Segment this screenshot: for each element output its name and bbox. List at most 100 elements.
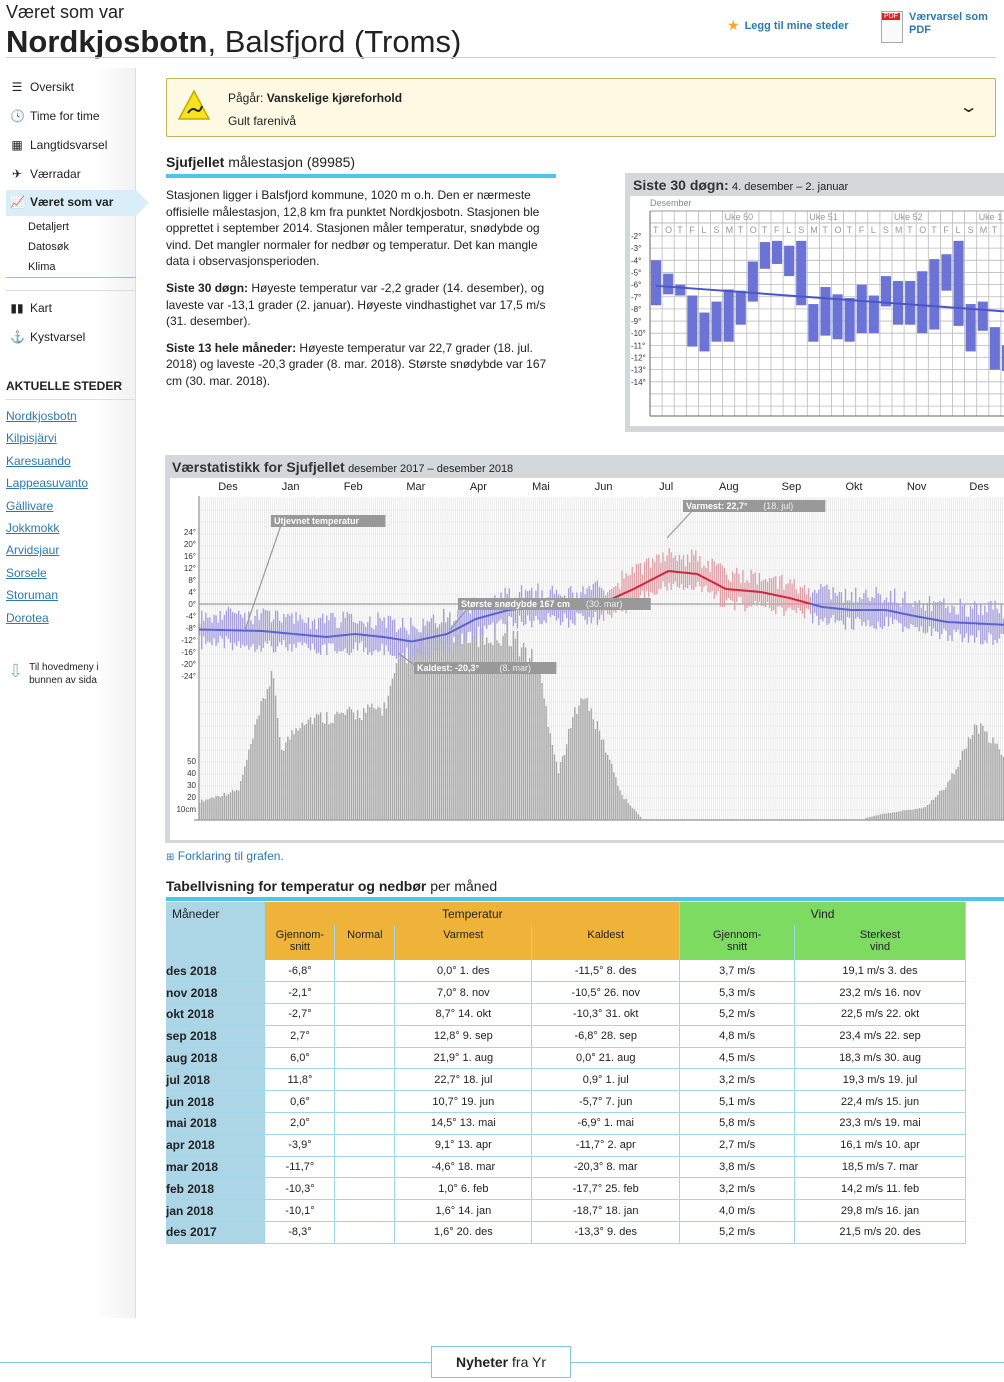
nav-datosok[interactable]: Datosøk: [28, 241, 69, 253]
snow-depth-bar: [867, 817, 869, 820]
snow-depth-bar: [922, 807, 925, 820]
week-label: Uke 51: [809, 212, 838, 222]
smoothed-temperature-line: [479, 616, 483, 619]
table-cell: -10,3°: [264, 1177, 336, 1200]
place-link[interactable]: Lappeasuvanto: [6, 476, 89, 491]
month-label: Mai: [532, 481, 550, 493]
table-cell: [334, 981, 396, 1004]
smoothed-temperature-line: [661, 572, 665, 576]
add-favorite-label: Legg til mine steder: [744, 19, 849, 32]
annotation-smoothed-pointer: [244, 524, 282, 631]
chevron-down-icon[interactable]: ⌄: [958, 99, 979, 116]
snow-depth-bar: [260, 701, 262, 820]
annotation-coldest-bg: [414, 662, 557, 674]
nav-vaerradar[interactable]: ✈ Værradar: [11, 167, 81, 181]
snow-depth-bar: [885, 813, 888, 820]
divider: [6, 277, 136, 278]
annotation-smoothed: Utjevnet temperatur: [271, 515, 386, 527]
annotation-snow-depth-bg: [458, 598, 651, 610]
temperature-bar: [820, 287, 831, 336]
smoothed-temperature-line: [624, 590, 628, 594]
snow-depth-bar: [975, 725, 978, 820]
smoothed-temperature-line: [627, 589, 630, 593]
table-row: feb 2018 -10,3° 1,0° 6. feb -17,7° 25. feb 3…: [166, 1177, 966, 1200]
snow-depth-bar: [199, 802, 201, 820]
chart-subtitle: 4. desember – 2. januar: [732, 181, 849, 193]
table-cell: 0,9° 1. jul: [531, 1068, 681, 1091]
annotation-warmest-pointer: [666, 509, 694, 539]
place-link[interactable]: Karesuando: [6, 453, 71, 468]
snow-depth-bar: [1000, 754, 1002, 820]
place-name: Nordkjosbotn: [6, 24, 208, 59]
snow-depth-bar: [980, 723, 982, 820]
snow-depth-bar: [414, 635, 416, 820]
snow-depth-bar: [559, 762, 562, 820]
nav-kystvarsel[interactable]: ⚓ Kystvarsel: [10, 330, 86, 344]
snow-depth-bar: [615, 777, 617, 820]
nav-oversikt[interactable]: ☰ Oversikt: [11, 80, 75, 94]
nav-vaeret-som-var[interactable]: 📈 Været som var: [10, 195, 114, 209]
snow-depth-bar: [369, 707, 371, 820]
snow-depth-bar: [254, 724, 256, 820]
nav-detaljert[interactable]: Detaljert: [28, 221, 69, 233]
nav-kart[interactable]: ▮▮ Kart: [10, 301, 53, 315]
table-cell: 9,1° 13. apr: [394, 1134, 533, 1157]
place-link[interactable]: Kilpisjärvi: [6, 431, 57, 446]
smoothed-temperature-line: [485, 614, 489, 618]
smoothed-temperature-line: [793, 598, 796, 601]
table-cell: 4,0 m/s: [679, 1199, 796, 1222]
place-link[interactable]: Storuman: [6, 588, 59, 603]
day-label: S: [798, 225, 804, 235]
table-cell: 7,0° 8. nov: [394, 981, 533, 1004]
subcol-header: Gjennom- snitt: [679, 925, 796, 960]
temp-tick-label: 24°: [184, 528, 196, 537]
snow-depth-bar: [570, 728, 572, 820]
temperature-bar: [735, 290, 746, 325]
snow-depth-bar: [358, 718, 361, 820]
snow-depth-bar: [990, 743, 992, 820]
smoothed-temperature-line: [452, 628, 456, 632]
add-favorite-link[interactable]: ★ Legg til mine steder: [727, 17, 848, 34]
week-label: Uke 50: [725, 212, 754, 222]
to-menu-link[interactable]: ⇩ Til hovedmeny i bunnen av sida: [8, 661, 99, 686]
snow-depth-bar: [440, 622, 443, 820]
table-cell: [334, 1134, 396, 1157]
smoothed-temperature-line: [813, 603, 817, 607]
table-cell: 22,5 m/s 22. okt: [794, 1003, 966, 1026]
nav-langtidsvarsel[interactable]: ▦ Langtidsvarsel: [11, 138, 108, 152]
snow-depth-bar: [342, 712, 344, 820]
snow-depth-bar: [978, 733, 980, 820]
month-label: Des: [969, 481, 989, 493]
explain-graph-link[interactable]: ⊞ Forklaring til grafen.: [166, 849, 284, 863]
subcol-header: Sterkest vind: [794, 925, 966, 960]
table-cell: mai 2018: [166, 1112, 266, 1135]
table-cell: mar 2018: [166, 1156, 266, 1178]
place-link[interactable]: Dorotea: [6, 610, 49, 625]
news-button[interactable]: Nyheter fra Yr: [431, 1346, 571, 1378]
warning-alert[interactable]: Pågår: Vanskelige kjøreforhold Gult fare…: [166, 78, 996, 137]
pdf-icon: PDF: [881, 11, 903, 43]
snow-depth-bar: [547, 726, 549, 820]
place-link[interactable]: Gällivare: [6, 498, 54, 513]
snow-depth-bar: [481, 627, 484, 820]
snow-depth-bar: [283, 750, 285, 820]
snow-depth-bar: [231, 789, 234, 820]
pdf-link[interactable]: PDF Værvarsel som PDF: [881, 11, 997, 43]
snow-depth-bar: [893, 812, 896, 820]
nav-time-for-time[interactable]: 🕓 Time for time: [10, 109, 100, 123]
nav-klima[interactable]: Klima: [28, 261, 56, 273]
table-cell: 21,9° 1. aug: [394, 1047, 533, 1069]
table-cell: 1,0° 6. feb: [394, 1177, 533, 1200]
smoothed-temperature-line: [711, 580, 715, 584]
place-link[interactable]: Jokkmokk: [6, 521, 60, 535]
snow-tick-label: 20: [187, 793, 196, 802]
snow-depth-bar: [891, 812, 894, 820]
place-link[interactable]: Nordkjosbotn: [6, 409, 77, 423]
table-cell: 23,2 m/s 16. nov: [794, 981, 966, 1004]
place-link[interactable]: Arvidsjaur: [6, 543, 60, 558]
snow-depth-bar: [613, 772, 615, 820]
temp-tick-label: -16°: [181, 648, 196, 657]
place-link[interactable]: Sorsele: [6, 565, 47, 580]
snow-depth-bar: [506, 620, 508, 820]
snow-depth-bar: [281, 749, 283, 820]
